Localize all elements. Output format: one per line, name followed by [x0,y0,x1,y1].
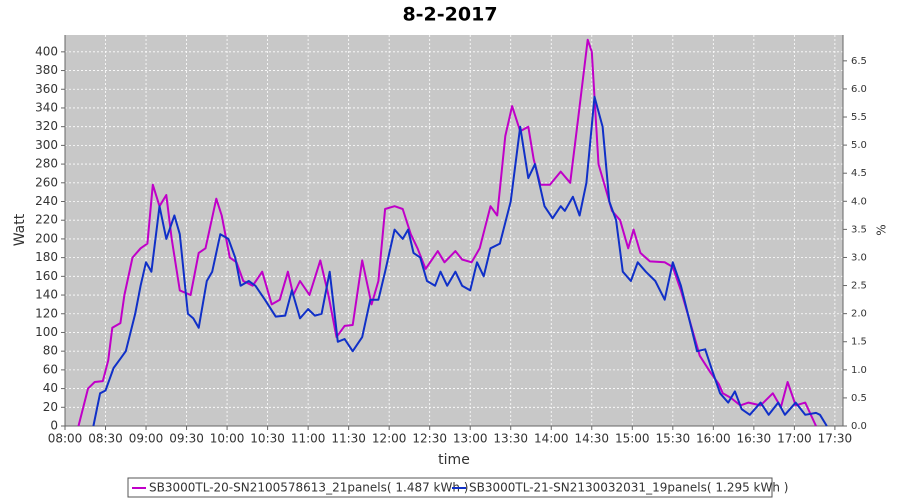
legend-label: SB3000TL-20-SN2100578613_21panels( 1.487… [149,481,468,495]
y-tick-label: 80 [43,344,58,358]
y-tick-label: 320 [35,119,58,133]
y-tick-label: 160 [35,269,58,283]
y-tick-label: 20 [43,400,58,414]
x-tick-label: 13:00 [453,432,488,446]
x-tick-label: 12:00 [372,432,407,446]
x-tick-label: 09:30 [169,432,204,446]
y-tick-label: 360 [35,82,58,96]
x-tick-label: 10:30 [250,432,285,446]
y-tick-label: 120 [35,306,58,320]
y-tick-label: 200 [35,231,58,245]
y2-tick-label: 0.5 [851,393,867,404]
y-tick-label: 260 [35,175,58,189]
x-tick-label: 12:30 [412,432,447,446]
x-tick-label: 08:30 [88,432,123,446]
y-tick-label: 300 [35,138,58,152]
x-tick-label: 14:00 [534,432,569,446]
x-tick-label: 15:00 [615,432,650,446]
y-tick-label: 400 [35,44,58,58]
y-tick-label: 220 [35,213,58,227]
x-tick-label: 15:30 [656,432,691,446]
y2-tick-label: 0.0 [851,421,867,432]
x-tick-label: 16:30 [737,432,772,446]
y-tick-label: 140 [35,288,58,302]
y-tick-label: 280 [35,157,58,171]
x-tick-label: 17:00 [777,432,812,446]
y2-tick-label: 3.0 [851,252,867,263]
y2-tick-label: 1.0 [851,365,867,376]
x-tick-label: 11:30 [331,432,366,446]
y2-tick-label: 2.5 [851,281,867,292]
y-tick-label: 60 [43,362,58,376]
y-tick-label: 240 [35,194,58,208]
legend [127,477,773,498]
x-tick-label: 13:30 [493,432,528,446]
y2-axis-label: % [875,224,889,235]
x-tick-label: 10:00 [210,432,245,446]
x-tick-label: 16:00 [696,432,731,446]
y-tick-label: 340 [35,100,58,114]
y2-tick-label: 4.5 [851,168,867,179]
x-tick-label: 08:00 [48,432,83,446]
y-tick-label: 100 [35,325,58,339]
y-tick-label: 0 [50,419,58,433]
legend-label: SB3000TL-21-SN2130032031_19panels( 1.295… [469,481,788,495]
x-tick-label: 11:00 [291,432,326,446]
chart-title: 8-2-2017 [402,4,497,26]
y-axis-label: Watt [12,213,28,246]
y2-tick-label: 1.5 [851,337,867,348]
y-tick-label: 180 [35,250,58,264]
y2-tick-label: 3.5 [851,224,867,235]
y2-tick-label: 6.5 [851,56,867,67]
plot-area [65,35,843,426]
y2-tick-label: 5.5 [851,112,867,123]
y2-tick-label: 2.0 [851,309,867,320]
y2-tick-label: 4.0 [851,196,867,207]
x-tick-label: 17:30 [818,432,853,446]
series-line [92,95,828,427]
y2-tick-label: 6.0 [851,84,867,95]
x-axis-label: time [438,452,470,468]
series-line [77,38,817,427]
x-tick-label: 09:00 [129,432,164,446]
y-tick-label: 40 [43,381,58,395]
y2-tick-label: 5.0 [851,140,867,151]
x-tick-label: 14:30 [574,432,609,446]
y-tick-label: 380 [35,63,58,77]
